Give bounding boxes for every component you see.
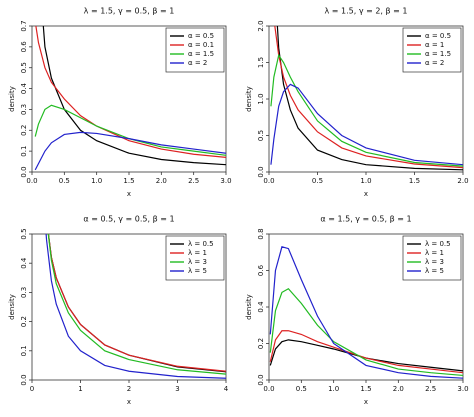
y-axis-label: density bbox=[245, 294, 253, 320]
legend-label: α = 0.1 bbox=[188, 41, 214, 49]
x-tick-label: 2.0 bbox=[393, 385, 404, 393]
y-tick-label: 0.2 bbox=[257, 338, 265, 349]
y-tick-label: 0.0 bbox=[20, 166, 28, 177]
y-tick-label: 0.5 bbox=[257, 130, 265, 141]
y-tick-label: 0.4 bbox=[20, 257, 28, 269]
y-tick-label: 0.0 bbox=[20, 374, 28, 385]
x-axis-label: x bbox=[364, 190, 368, 198]
curve bbox=[34, 131, 226, 171]
curve bbox=[270, 53, 463, 167]
curve bbox=[270, 83, 463, 166]
x-tick-label: 0 bbox=[30, 385, 34, 393]
y-tick-label: 0.3 bbox=[20, 104, 28, 115]
legend-label: λ = 3 bbox=[425, 258, 444, 266]
y-tick-label: 1.0 bbox=[257, 93, 265, 104]
x-tick-label: 1.0 bbox=[328, 385, 339, 393]
y-tick-label: 0.4 bbox=[20, 82, 28, 94]
y-tick-label: 0.5 bbox=[20, 62, 28, 73]
panel: λ = 1.5, γ = 0.5, β = 1 0.0 0.1 0.2 0.3 0.4 0.… bbox=[8, 7, 232, 199]
legend-label: λ = 0.5 bbox=[425, 240, 451, 248]
y-tick-label: 0.7 bbox=[20, 20, 28, 31]
x-tick-label: 0.0 bbox=[263, 177, 274, 185]
curve bbox=[35, 26, 226, 158]
panel: λ = 1.5, γ = 2, β = 1 0.0 0.5 1.0 1.5 2.0 0.0 0… bbox=[245, 7, 469, 199]
x-tick-label: 1.5 bbox=[360, 385, 371, 393]
legend-label: λ = 1 bbox=[188, 249, 207, 257]
y-tick-label: 0.0 bbox=[257, 374, 265, 385]
x-tick-label: 1.0 bbox=[91, 177, 102, 185]
panel: α = 0.5, γ = 0.5, β = 1 0.0 0.1 0.2 0.3 0.4 0.… bbox=[8, 215, 229, 407]
x-axis-label: x bbox=[127, 190, 131, 198]
curve bbox=[42, 26, 226, 166]
chart-title: α = 1.5, γ = 0.5, β = 1 bbox=[320, 215, 411, 224]
curve bbox=[269, 330, 463, 374]
x-tick-label: 3.0 bbox=[457, 385, 468, 393]
x-tick-label: 2 bbox=[127, 385, 131, 393]
panel: α = 1.5, γ = 0.5, β = 1 0.0 0.2 0.4 0.6 0.8 0.… bbox=[245, 215, 469, 407]
x-tick-label: 4 bbox=[224, 385, 229, 393]
x-tick-label: 0.0 bbox=[26, 177, 37, 185]
y-tick-label: 0.4 bbox=[257, 301, 265, 313]
x-tick-label: 0.0 bbox=[263, 385, 274, 393]
legend-label: α = 2 bbox=[188, 59, 207, 67]
y-tick-label: 2.0 bbox=[257, 20, 265, 31]
y-tick-label: 0.5 bbox=[20, 228, 28, 239]
y-axis-label: density bbox=[245, 86, 253, 112]
legend-label: λ = 5 bbox=[425, 267, 444, 275]
x-tick-label: 1.5 bbox=[409, 177, 420, 185]
x-axis-label: x bbox=[364, 398, 368, 406]
y-tick-label: 0.1 bbox=[20, 146, 28, 157]
legend-label: λ = 3 bbox=[188, 258, 207, 266]
x-tick-label: 1.5 bbox=[123, 177, 134, 185]
legend-box bbox=[165, 27, 225, 73]
y-tick-label: 1.5 bbox=[257, 57, 265, 68]
x-tick-label: 1 bbox=[78, 385, 82, 393]
y-tick-label: 0.2 bbox=[20, 125, 28, 136]
legend-label: λ = 5 bbox=[188, 267, 207, 275]
x-axis-label: x bbox=[127, 398, 131, 406]
x-tick-label: 3.0 bbox=[220, 177, 231, 185]
curve bbox=[274, 26, 463, 169]
y-tick-label: 0.6 bbox=[20, 41, 28, 53]
legend-label: λ = 0.5 bbox=[188, 240, 214, 248]
legend-label: α = 1.5 bbox=[188, 50, 214, 58]
y-axis-label: density bbox=[8, 86, 16, 112]
x-tick-label: 2.5 bbox=[425, 385, 436, 393]
y-tick-label: 0.2 bbox=[20, 316, 28, 327]
legend-label: α = 1 bbox=[425, 41, 444, 49]
legend-label: α = 1.5 bbox=[425, 50, 451, 58]
curve bbox=[269, 246, 463, 379]
curve bbox=[269, 287, 463, 377]
y-tick-label: 0.6 bbox=[257, 264, 265, 276]
x-tick-label: 2.0 bbox=[457, 177, 468, 185]
y-tick-label: 0.3 bbox=[20, 287, 28, 298]
y-tick-label: 0.8 bbox=[257, 228, 265, 239]
legend-label: α = 0.5 bbox=[188, 32, 214, 40]
curve bbox=[269, 339, 463, 372]
x-tick-label: 1.0 bbox=[360, 177, 371, 185]
y-tick-label: 0.1 bbox=[20, 345, 28, 356]
legend-label: λ = 1 bbox=[425, 249, 444, 257]
legend-label: α = 0.5 bbox=[425, 32, 451, 40]
legend-label: α = 2 bbox=[425, 59, 444, 67]
x-tick-label: 0.5 bbox=[312, 177, 323, 185]
chart-title: λ = 1.5, γ = 2, β = 1 bbox=[324, 7, 407, 16]
curve bbox=[47, 234, 226, 375]
chart-title: α = 0.5, γ = 0.5, β = 1 bbox=[83, 215, 174, 224]
y-tick-label: 0.0 bbox=[257, 166, 265, 177]
y-axis-label: density bbox=[8, 294, 16, 320]
curve bbox=[45, 234, 226, 379]
x-tick-label: 3 bbox=[175, 385, 179, 393]
chart-title: λ = 1.5, γ = 0.5, β = 1 bbox=[84, 7, 175, 16]
curve bbox=[276, 26, 463, 171]
x-tick-label: 0.5 bbox=[296, 385, 307, 393]
x-tick-label: 0.5 bbox=[59, 177, 70, 185]
curve bbox=[34, 104, 226, 156]
x-tick-label: 2.5 bbox=[188, 177, 199, 185]
x-tick-label: 2.0 bbox=[156, 177, 167, 185]
